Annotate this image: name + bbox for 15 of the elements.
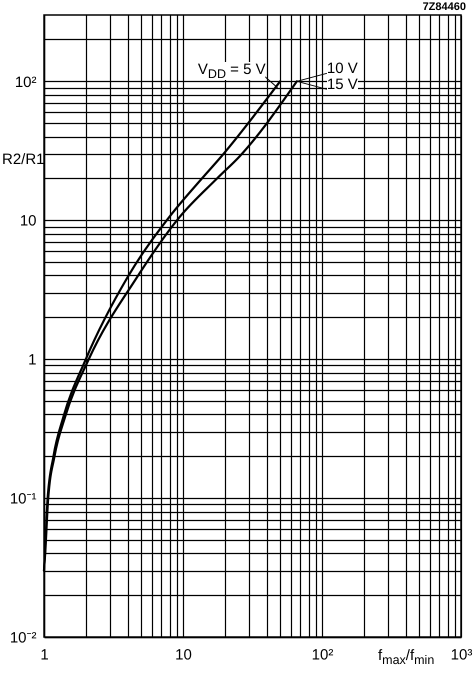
x-tick-label: 10³ (450, 646, 472, 664)
annotation: 10 V (326, 60, 358, 78)
text: 7Z84460 (422, 1, 466, 13)
x-tick-label: 10 (175, 646, 192, 664)
annotation: V$_{DD}$ = 5 V (198, 60, 266, 81)
x-axis-title: f$_{max}$/f$_{min}$ (378, 647, 434, 667)
y-tick-label: 10⁻¹ (10, 490, 36, 508)
y-axis-title: R2/R1 (2, 151, 45, 168)
annotation: 15 V (326, 76, 358, 94)
x-tick-label: 1 (40, 646, 49, 664)
y-tick-label: 10 (20, 212, 36, 230)
y-tick-label: 1 (28, 352, 36, 369)
y-tick-label: 10² (14, 74, 36, 91)
x-tick-label: 10² (312, 646, 334, 664)
y-tick-label: 10⁻² (10, 630, 36, 646)
